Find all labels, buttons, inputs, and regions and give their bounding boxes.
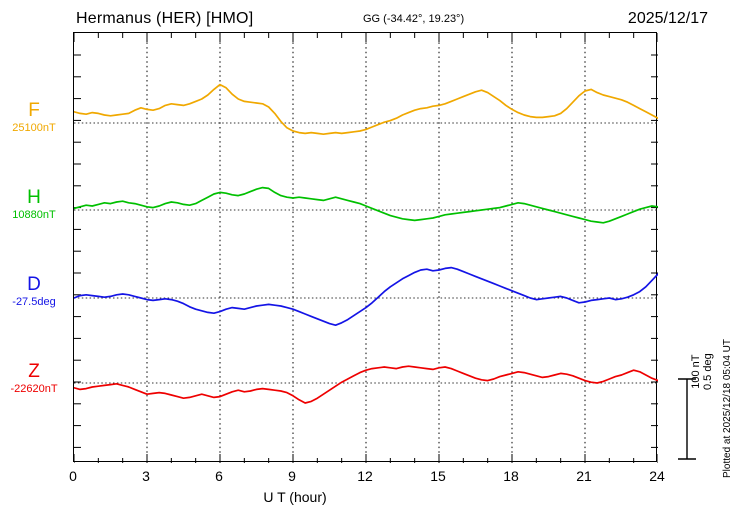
component-label-f: F 25100nT bbox=[0, 100, 70, 134]
plot-frame bbox=[73, 32, 658, 463]
magnetogram-plot bbox=[74, 33, 658, 463]
x-axis-title-text: U T (hour) bbox=[263, 489, 327, 505]
component-letter-f: F bbox=[28, 100, 40, 121]
x-axis-tick-labels: 0 3 6 9 12 15 18 21 24 bbox=[0, 468, 730, 486]
component-letter-h: H bbox=[27, 187, 41, 208]
x-tick-label: 6 bbox=[215, 468, 223, 484]
geographic-coordinates: GG (-34.42°, 19.23°) bbox=[363, 13, 465, 25]
component-baseline-d: -27.5deg bbox=[12, 296, 56, 308]
component-baseline-h: 10880nT bbox=[12, 209, 56, 221]
x-tick-label: 9 bbox=[288, 468, 296, 484]
component-label-d: D -27.5deg bbox=[0, 274, 70, 308]
x-tick-label: 24 bbox=[649, 468, 665, 484]
scale-nt-label: 100 nT bbox=[690, 354, 702, 389]
x-axis-title: U T (hour) bbox=[0, 489, 730, 505]
scale-deg-label: 0.5 deg bbox=[702, 353, 714, 390]
component-baseline-f: 25100nT bbox=[12, 122, 56, 134]
plotted-at-timestamp: Plotted at 2025/12/18 05:04 UT bbox=[722, 339, 730, 478]
scale-bar bbox=[676, 376, 698, 462]
component-letter-d: D bbox=[27, 274, 41, 295]
component-baseline-z: -22620nT bbox=[10, 383, 58, 395]
scale-bar-labels: 100 nT 0.5 deg bbox=[690, 353, 714, 390]
x-tick-label: 18 bbox=[503, 468, 519, 484]
component-letter-z: Z bbox=[28, 361, 40, 382]
component-label-h: H 10880nT bbox=[0, 187, 70, 221]
x-tick-label: 0 bbox=[69, 468, 77, 484]
component-label-z: Z -22620nT bbox=[0, 361, 70, 395]
station-title: Hermanus (HER) [HMO] bbox=[76, 10, 254, 27]
x-tick-label: 21 bbox=[576, 468, 592, 484]
x-tick-label: 12 bbox=[357, 468, 373, 484]
x-tick-label: 3 bbox=[142, 468, 150, 484]
date-label: 2025/12/17 bbox=[627, 10, 708, 27]
x-tick-label: 15 bbox=[430, 468, 446, 484]
